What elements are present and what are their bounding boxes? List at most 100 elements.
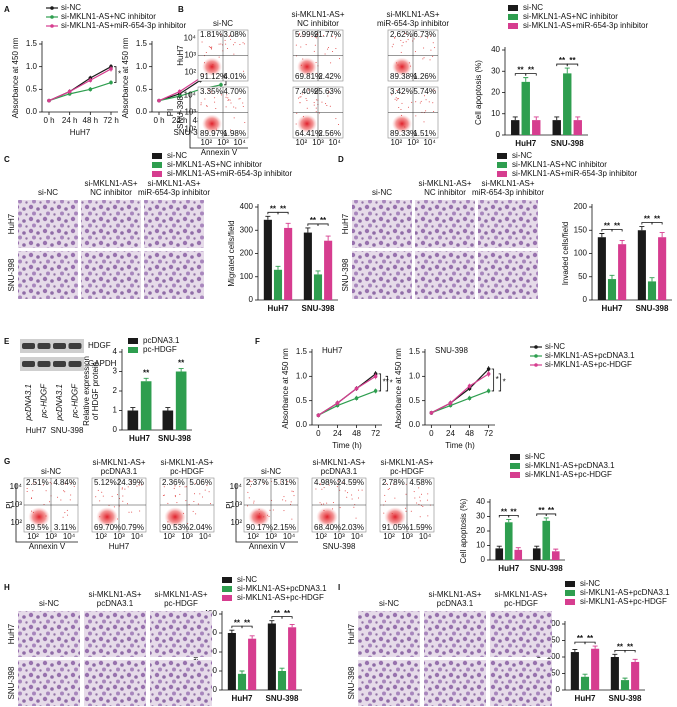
lane-label: pcDNA3.1 — [24, 384, 33, 421]
flow-x-tick: 10⁴ — [351, 532, 364, 541]
event-dot — [327, 48, 329, 50]
y-tick-label: 0.0 — [296, 420, 308, 429]
legend-label: si-MKLN1-AS+NC inhibitor — [523, 12, 618, 21]
bar — [563, 73, 572, 135]
event-dot — [272, 509, 274, 511]
event-dot — [32, 490, 34, 492]
y-axis-label: PI — [166, 109, 175, 117]
quadrant-percent: 7.40% — [295, 87, 318, 96]
x-tick-label: 48 h — [83, 116, 99, 125]
event-dot — [307, 89, 309, 91]
event-dot — [394, 497, 396, 499]
event-dot — [296, 112, 298, 114]
event-dot — [45, 490, 47, 492]
event-dot — [139, 481, 141, 483]
bar — [607, 279, 617, 300]
quadrant-percent: 1.26% — [413, 72, 436, 81]
x-tick-label: SNU-398 — [551, 139, 584, 148]
error-bar — [619, 240, 625, 245]
quadrant-percent: 68.40% — [314, 523, 341, 532]
event-dot — [338, 123, 340, 125]
event-cloud — [96, 507, 118, 527]
x-tick-label: HuH7 — [602, 304, 623, 313]
panel-letter: C — [4, 155, 10, 164]
quadrant-percent: 91.12% — [200, 72, 227, 81]
micrograph — [144, 251, 204, 299]
event-dot — [405, 493, 407, 495]
column-label: pcDNA3.1 — [97, 599, 134, 608]
event-dot — [207, 89, 209, 91]
event-dot — [401, 93, 403, 95]
event-dot — [113, 506, 115, 508]
micrograph — [358, 611, 420, 657]
significance-bracket — [241, 625, 253, 629]
legend-swatch — [152, 153, 162, 159]
y-axis-label: Cell apoptosis (%) — [474, 60, 483, 125]
micrograph — [18, 200, 78, 248]
significance-label: ** — [559, 56, 566, 65]
event-dot — [302, 58, 304, 60]
flow-x-tick: 10⁴ — [233, 138, 246, 147]
y-axis-label: Invaded cells/field — [561, 222, 570, 286]
quadrant-percent: 5.74% — [413, 87, 436, 96]
legend-label: si-MKLN1-AS+pc-HDGF — [545, 360, 632, 369]
event-dot — [394, 37, 396, 39]
bar — [570, 652, 579, 690]
data-point — [486, 367, 491, 371]
error-bar — [249, 635, 255, 639]
x-tick-label: 0 h — [153, 116, 164, 125]
lane-label: pc-HDGF — [71, 383, 80, 419]
event-dot — [427, 515, 429, 517]
bar — [658, 237, 667, 300]
event-dot — [279, 481, 281, 483]
event-dot — [268, 515, 270, 517]
event-dot — [427, 493, 429, 495]
bar — [162, 410, 174, 430]
bar — [618, 244, 627, 300]
series-line — [48, 68, 112, 102]
significance-bracket — [584, 641, 596, 645]
event-dot — [239, 43, 241, 45]
data-point — [219, 83, 223, 87]
event-dot — [202, 73, 204, 75]
significance-label: ** — [569, 56, 576, 65]
legend-swatch — [510, 463, 520, 469]
event-dot — [414, 497, 416, 499]
quadrant-percent: 2.42% — [318, 72, 341, 81]
y-tick-label: 4 — [113, 347, 118, 356]
bar — [521, 81, 530, 135]
micrograph — [18, 660, 80, 706]
event-dot — [69, 499, 71, 501]
event-dot — [182, 512, 184, 514]
event-dot — [420, 36, 422, 38]
event-dot — [49, 482, 51, 484]
significance-label: ** — [234, 618, 241, 627]
event-dot — [400, 51, 402, 53]
bar — [514, 549, 523, 560]
column-label: si-MKLN1-AS+ — [291, 10, 344, 19]
event-dot — [233, 117, 235, 119]
flow-y-tick: 10² — [184, 68, 196, 77]
lane-label: pc-HDGF — [40, 383, 49, 419]
event-dot — [263, 516, 265, 518]
flow-x-tick: 10³ — [45, 532, 57, 541]
event-dot — [319, 484, 321, 486]
error-bar — [165, 407, 171, 411]
data-point — [157, 98, 161, 103]
significance-label: ** — [614, 222, 621, 231]
y-tick-label: 0 — [496, 130, 501, 139]
y-tick-label: 100 — [574, 249, 588, 258]
event-dot — [315, 111, 317, 113]
event-dot — [297, 97, 299, 99]
y-tick-label: 20 — [476, 526, 485, 535]
event-dot — [195, 513, 197, 515]
event-dot — [70, 494, 72, 496]
event-dot — [290, 501, 292, 503]
event-dot — [60, 499, 62, 501]
event-dot — [32, 483, 34, 485]
x-axis-label: Annexin V — [201, 148, 238, 157]
y-tick-label: 0.5 — [136, 84, 148, 93]
flow-x-tick: 10² — [95, 532, 107, 541]
flow-y-tick: 10³ — [184, 51, 196, 60]
legend-label: si-NC — [545, 342, 565, 351]
